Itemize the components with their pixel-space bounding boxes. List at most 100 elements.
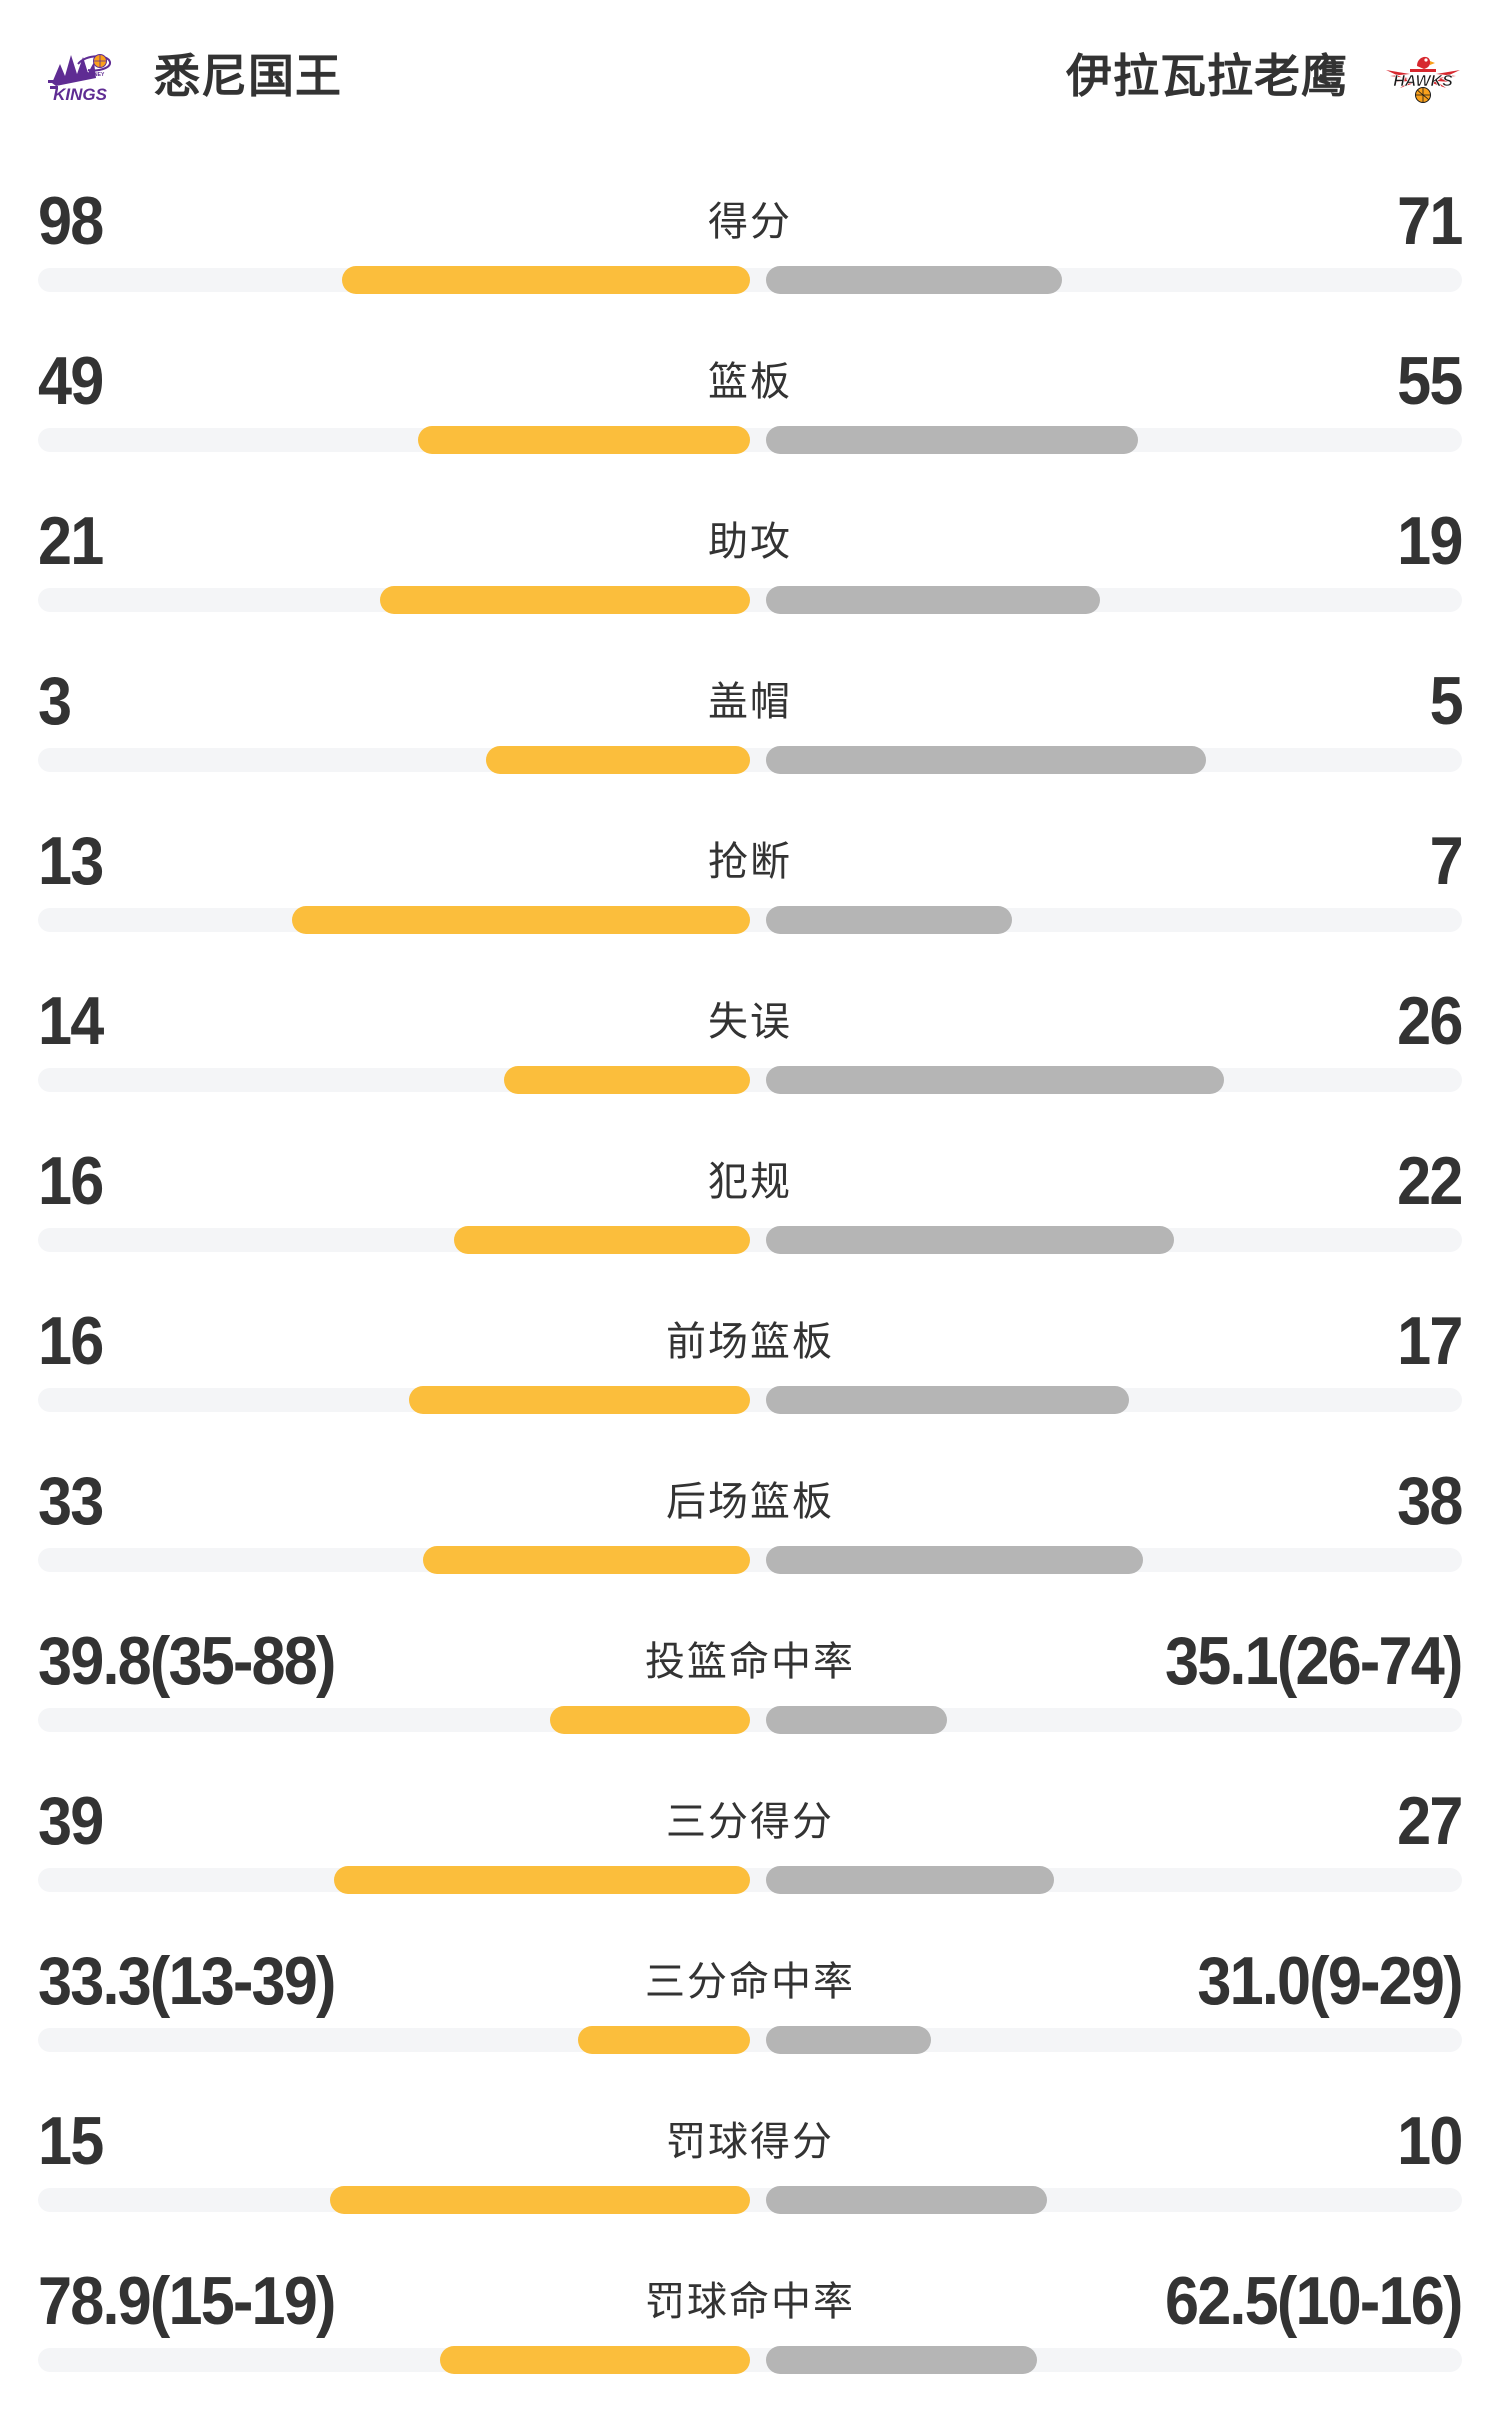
home-bar	[454, 1226, 750, 1254]
stat-row-13: 15 罚球得分 10	[0, 2103, 1500, 2270]
stat-label: 三分命中率	[645, 1960, 855, 2004]
bar-track	[38, 1708, 1462, 1732]
home-value: 14	[38, 983, 104, 1059]
bar-track	[38, 428, 1462, 452]
home-value: 98	[38, 183, 104, 259]
away-value: 19	[1397, 503, 1464, 579]
bar-track	[38, 1548, 1462, 1572]
home-value: 16	[38, 1303, 104, 1379]
sydney-kings-logo: SYDNEY KINGS	[48, 54, 111, 102]
bar-track	[38, 2028, 1462, 2052]
away-value: 17	[1397, 1303, 1464, 1379]
away-value: 55	[1397, 343, 1464, 419]
stat-label: 三分得分	[666, 1800, 834, 1844]
away-value: 5	[1429, 663, 1464, 739]
bar-track	[38, 268, 1462, 292]
away-bar	[766, 2186, 1047, 2214]
home-value: 33	[38, 1463, 104, 1539]
away-value: 26	[1397, 983, 1464, 1059]
away-value: 62.5(10-16)	[1165, 2263, 1463, 2339]
bar-track	[38, 1228, 1462, 1252]
bar-track	[38, 908, 1462, 932]
stat-label: 后场篮板	[666, 1480, 834, 1524]
illawarra-hawks-logo: HAWKS	[1386, 56, 1460, 103]
stat-row-6: 14 失误 26	[0, 983, 1500, 1150]
stat-label: 罚球得分	[666, 2120, 834, 2164]
stat-row-11: 39 三分得分 27	[0, 1783, 1500, 1950]
away-bar	[766, 1706, 947, 1734]
home-bar	[292, 906, 750, 934]
home-value: 49	[38, 343, 104, 419]
svg-text:KINGS: KINGS	[53, 85, 108, 102]
svg-text:HAWKS: HAWKS	[1393, 73, 1453, 90]
stat-row-10: 39.8(35-88) 投篮命中率 35.1(26-74)	[0, 1623, 1500, 1790]
away-bar	[766, 906, 1012, 934]
away-bar	[766, 426, 1138, 454]
bar-track	[38, 1388, 1462, 1412]
away-bar	[766, 2026, 931, 2054]
home-bar	[409, 1386, 750, 1414]
bar-track	[38, 1868, 1462, 1892]
home-value: 16	[38, 1143, 104, 1219]
home-bar	[334, 1866, 750, 1894]
stat-label: 篮板	[708, 360, 792, 404]
away-value: 7	[1429, 823, 1464, 899]
home-value: 3	[38, 663, 72, 739]
home-value: 39	[38, 1783, 104, 1859]
home-value: 33.3(13-39)	[38, 1943, 336, 2019]
away-bar	[766, 1066, 1224, 1094]
svg-text:SYDNEY: SYDNEY	[84, 72, 105, 78]
bar-track	[38, 748, 1462, 772]
team-away[interactable]: 伊拉瓦拉老鹰 HAWKS	[1066, 38, 1462, 114]
team-away-name: 伊拉瓦拉老鹰	[1066, 50, 1348, 102]
team-home[interactable]: SYDNEY KINGS 悉尼国王	[48, 38, 342, 114]
bar-track	[38, 2188, 1462, 2212]
stat-label: 前场篮板	[666, 1320, 834, 1364]
stat-label: 失误	[708, 1000, 792, 1044]
team-home-name: 悉尼国王	[154, 50, 342, 102]
stat-row-3: 21 助攻 19	[0, 503, 1500, 670]
stat-row-4: 3 盖帽 5	[0, 663, 1500, 830]
away-value: 71	[1397, 183, 1464, 259]
away-bar	[766, 2346, 1037, 2374]
away-bar	[766, 1546, 1143, 1574]
stat-row-1: 98 得分 71	[0, 183, 1500, 350]
stat-row-12: 33.3(13-39) 三分命中率 31.0(9-29)	[0, 1943, 1500, 2110]
bar-track	[38, 1068, 1462, 1092]
away-bar	[766, 586, 1100, 614]
away-value: 38	[1397, 1463, 1464, 1539]
home-bar	[330, 2186, 750, 2214]
stat-label: 犯规	[708, 1160, 792, 1204]
away-bar	[766, 266, 1062, 294]
home-bar	[486, 746, 750, 774]
stat-label: 得分	[708, 200, 792, 244]
home-value: 21	[38, 503, 104, 579]
away-value: 35.1(26-74)	[1165, 1623, 1463, 1699]
bar-track	[38, 2348, 1462, 2372]
stat-label: 罚球命中率	[645, 2280, 855, 2324]
stat-row-9: 33 后场篮板 38	[0, 1463, 1500, 1630]
bar-track	[38, 588, 1462, 612]
home-value: 39.8(35-88)	[38, 1623, 336, 1699]
home-value: 78.9(15-19)	[38, 2263, 336, 2339]
away-bar	[766, 746, 1206, 774]
home-bar	[423, 1546, 750, 1574]
away-bar	[766, 1866, 1054, 1894]
away-bar	[766, 1386, 1129, 1414]
home-bar	[418, 426, 750, 454]
stat-row-7: 16 犯规 22	[0, 1143, 1500, 1310]
home-bar	[578, 2026, 750, 2054]
home-bar	[504, 1066, 750, 1094]
home-bar	[380, 586, 750, 614]
away-value: 27	[1397, 1783, 1464, 1859]
home-bar	[440, 2346, 750, 2374]
home-value: 13	[38, 823, 104, 899]
away-bar	[766, 1226, 1174, 1254]
stat-label: 助攻	[708, 520, 792, 564]
stat-label: 盖帽	[708, 680, 792, 724]
away-value: 10	[1397, 2103, 1464, 2179]
stat-label: 抢断	[708, 840, 792, 884]
stat-row-14: 78.9(15-19) 罚球命中率 62.5(10-16)	[0, 2263, 1500, 2430]
away-value: 22	[1397, 1143, 1464, 1219]
stat-label: 投篮命中率	[645, 1640, 855, 1684]
